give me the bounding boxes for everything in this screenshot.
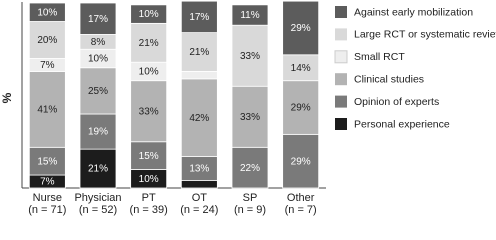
bar-segment <box>79 148 117 189</box>
legend-swatch <box>335 6 347 18</box>
bar-segment <box>79 2 117 35</box>
value-label: 10% <box>139 174 159 185</box>
x-tick-sublabel: (n = 39) <box>130 204 168 216</box>
value-label: 42% <box>189 113 209 124</box>
value-label: 33% <box>139 106 159 117</box>
bar-segment <box>282 133 320 189</box>
value-label: 29% <box>291 103 311 114</box>
value-label: 19% <box>88 127 108 138</box>
value-label: 15% <box>139 151 159 162</box>
chart: % 7% 15% 41% 7% 20% 10% Nurse(n = 71) 21% 19% 25%… <box>0 0 496 216</box>
bar-segment <box>231 146 269 189</box>
bar-segment <box>282 54 320 82</box>
bar-segment <box>130 4 168 24</box>
legend-label: Small RCT <box>354 51 405 63</box>
value-label: 21% <box>189 47 209 58</box>
value-label: 29% <box>291 23 311 34</box>
bar-segment <box>28 71 66 148</box>
x-tick-label: Nurse <box>33 192 62 204</box>
value-label: 21% <box>139 38 159 49</box>
value-label: 25% <box>88 86 108 97</box>
bar-segment <box>231 4 269 26</box>
y-axis-label: % <box>0 92 14 103</box>
value-label: 15% <box>37 156 57 167</box>
bar-segment <box>180 180 218 189</box>
bar-segment <box>130 22 168 63</box>
bar-segment <box>282 0 320 56</box>
value-label: 13% <box>189 164 209 175</box>
x-tick-sublabel: (n = 52) <box>79 204 117 216</box>
bar-segment <box>28 146 66 176</box>
value-label: 10% <box>37 7 57 18</box>
legend-swatch <box>335 95 347 108</box>
value-label: 22% <box>240 163 260 174</box>
value-label: 20% <box>37 35 57 46</box>
value-label: 7% <box>40 60 55 71</box>
x-tick-label: SP <box>243 192 258 204</box>
legend-swatch <box>335 118 347 130</box>
bar-segment <box>28 2 66 22</box>
x-tick-label: Physician <box>74 192 121 204</box>
value-label: 33% <box>240 51 260 62</box>
bar-segment <box>130 141 168 170</box>
value-label: 7% <box>40 177 55 188</box>
bar-segment <box>180 156 218 182</box>
legend-label: Personal experience <box>354 118 450 130</box>
bar-segment <box>180 78 218 157</box>
legend-swatch <box>334 50 348 64</box>
legend-swatch <box>335 73 347 86</box>
bar-segment <box>180 32 218 72</box>
bar-segment <box>180 0 218 34</box>
bar-segment <box>130 80 168 143</box>
x-tick-label: Other <box>287 192 315 204</box>
legend-label: Against early mobilization <box>354 6 473 18</box>
value-label: 21% <box>88 164 108 175</box>
bar-segment <box>180 71 218 80</box>
value-label: 10% <box>139 9 159 20</box>
value-label: 14% <box>291 63 311 74</box>
x-tick-label: OT <box>192 192 208 204</box>
value-label: 10% <box>139 67 159 78</box>
value-label: 17% <box>88 14 108 25</box>
value-label: 41% <box>37 105 57 116</box>
value-label: 8% <box>91 37 106 48</box>
legend-label: Clinical studies <box>354 73 424 85</box>
legend-label: Large RCT or systematic review <box>354 29 496 41</box>
x-tick-label: PT <box>142 192 156 204</box>
legend-label: Opinion of experts <box>354 96 439 108</box>
value-label: 33% <box>240 112 260 123</box>
bar-segment <box>231 24 269 87</box>
value-label: 11% <box>240 10 259 21</box>
legend-swatch <box>335 28 347 41</box>
bar-segment <box>79 113 117 150</box>
x-tick-sublabel: (n = 9) <box>234 204 266 216</box>
value-label: 29% <box>291 156 311 167</box>
bar-segment <box>28 21 66 59</box>
x-tick-sublabel: (n = 24) <box>180 204 218 216</box>
value-label: 17% <box>189 12 209 23</box>
x-tick-sublabel: (n = 7) <box>285 204 317 216</box>
value-label: 10% <box>88 54 108 65</box>
x-tick-sublabel: (n = 71) <box>28 204 66 216</box>
